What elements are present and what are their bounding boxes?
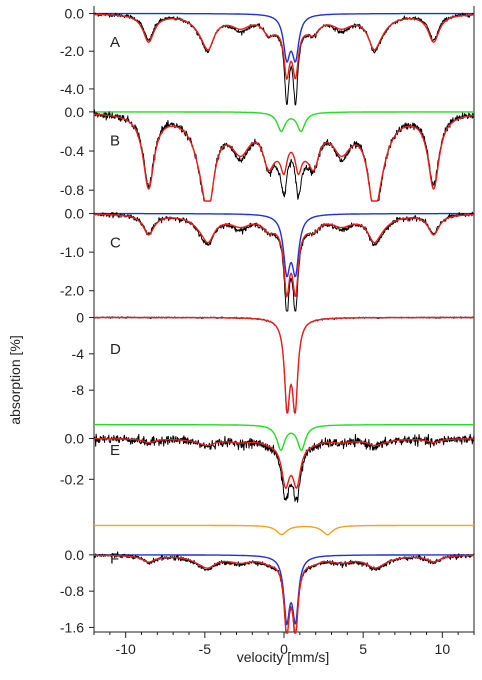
series-B-data bbox=[93, 109, 475, 202]
y-tick-label: -0.8 bbox=[60, 583, 84, 599]
y-tick-label: 0.0 bbox=[65, 431, 85, 447]
panel-label-A: A bbox=[110, 34, 120, 51]
series-A-component bbox=[94, 12, 474, 63]
y-tick-label: -1.6 bbox=[60, 619, 84, 635]
y-tick-label: -2.0 bbox=[60, 283, 84, 299]
y-tick-label: -4.0 bbox=[60, 81, 84, 97]
series-B-component bbox=[94, 111, 474, 133]
x-tick-label: -5 bbox=[199, 641, 212, 657]
series-E-component bbox=[94, 423, 474, 451]
y-tick-label: 0.0 bbox=[65, 206, 85, 222]
y-tick-label: -0.8 bbox=[60, 182, 84, 198]
x-tick-label: 5 bbox=[359, 641, 367, 657]
series-C-component bbox=[94, 212, 474, 278]
x-axis-label: velocity [mm/s] bbox=[237, 649, 330, 665]
panel-label-E: E bbox=[110, 442, 120, 459]
y-tick-label: -0.4 bbox=[60, 143, 84, 159]
panel-label-B: B bbox=[110, 132, 120, 149]
y-tick-label: 0.0 bbox=[65, 6, 85, 22]
y-tick-label: 0 bbox=[76, 309, 84, 325]
series-F-component bbox=[94, 524, 474, 536]
series-C-fit bbox=[94, 213, 474, 298]
panel-label-F: F bbox=[110, 551, 119, 568]
series-B-fit bbox=[94, 113, 475, 202]
y-tick-label: -8 bbox=[72, 382, 85, 398]
y-axis-label: absorption [%] bbox=[7, 335, 23, 425]
x-tick-label: 10 bbox=[435, 641, 451, 657]
series-A-fit bbox=[94, 13, 474, 80]
series-F-component bbox=[94, 554, 474, 626]
x-tick-label: 0 bbox=[280, 641, 288, 657]
y-tick-label: -2.0 bbox=[60, 43, 84, 59]
x-tick-label: -10 bbox=[116, 641, 136, 657]
y-tick-label: -0.2 bbox=[60, 471, 84, 487]
panel-label-C: C bbox=[110, 234, 121, 251]
series-E-data bbox=[93, 433, 475, 503]
series-F-fit bbox=[94, 554, 474, 634]
series-E-fit bbox=[94, 438, 474, 489]
y-tick-label: 0.0 bbox=[65, 547, 85, 563]
panel-label-D: D bbox=[110, 341, 121, 358]
y-tick-label: 0.0 bbox=[65, 104, 85, 120]
series-D-fit bbox=[94, 316, 474, 414]
y-tick-label: -1.0 bbox=[60, 244, 84, 260]
y-tick-label: -4 bbox=[72, 346, 85, 362]
